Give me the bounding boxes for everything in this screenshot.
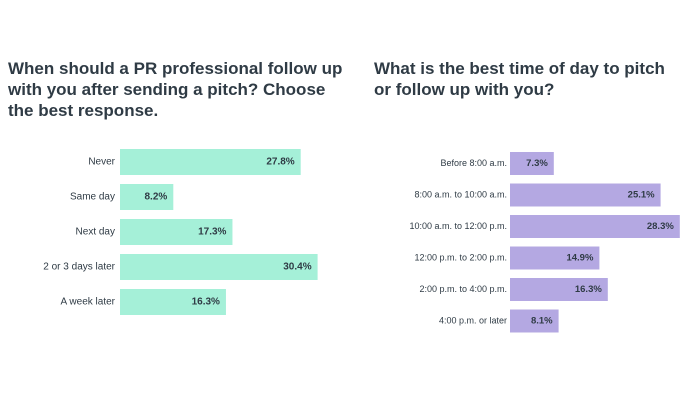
bar-never: [120, 149, 301, 175]
value-label-2-00-p-m-to-4-00-p-m: 16.3%: [575, 284, 602, 295]
value-label-a-week-later: 16.3%: [192, 297, 220, 308]
bar-4-00-p-m-or-later: [510, 309, 559, 333]
category-label-2-00-p-m-to-4-00-p-m: 2:00 p.m. to 4:00 p.m.: [419, 284, 507, 294]
value-label-never: 27.8%: [266, 157, 294, 168]
value-label-10-00-a-m-to-12-00-p-m: 28.3%: [647, 221, 674, 232]
value-label-8-00-a-m-to-10-00-a-m: 25.1%: [628, 190, 655, 201]
value-label-same-day: 8.2%: [145, 192, 168, 203]
value-label-4-00-p-m-or-later: 8.1%: [531, 316, 553, 327]
bar-next-day: [120, 219, 233, 245]
bar-10-00-a-m-to-12-00-p-m: [510, 215, 680, 238]
bar-before-8-00-a-m: [510, 152, 554, 175]
chart-panel-time-of-day: What is the best time of day to pitch or…: [350, 0, 700, 400]
category-label-next-day: Next day: [76, 227, 115, 238]
bar-8-00-a-m-to-10-00-a-m: [510, 183, 661, 207]
bar-chart-follow-up: Never 27.8% Same day 8.2% Next day 17.3% 2 or …: [43, 149, 318, 315]
category-label-before-8-00-a-m: Before 8:00 a.m.: [440, 158, 507, 168]
chart-title-time-of-day: What is the best time of day to pitch or…: [374, 59, 665, 99]
value-label-2-or-3-days-later: 30.4%: [283, 262, 311, 273]
chart-panel-follow-up: When should a PR professional follow up …: [8, 59, 343, 315]
category-label-8-00-a-m-to-10-00-a-m: 8:00 a.m. to 10:00 a.m.: [414, 189, 507, 199]
bar-2-00-p-m-to-4-00-p-m: [510, 278, 608, 301]
value-label-before-8-00-a-m: 7.3%: [526, 158, 548, 169]
category-label-2-or-3-days-later: 2 or 3 days later: [43, 262, 115, 273]
value-label-12-00-p-m-to-2-00-p-m: 14.9%: [566, 253, 593, 264]
value-label-next-day: 17.3%: [198, 227, 226, 238]
bar-12-00-p-m-to-2-00-p-m: [510, 246, 600, 270]
category-label-never: Never: [88, 157, 115, 168]
bar-a-week-later: [120, 289, 226, 315]
bar-same-day: [120, 184, 174, 210]
bar-chart-time-of-day: Before 8:00 a.m. 7.3% 8:00 a.m. to 10:00 a…: [409, 152, 680, 333]
bar-2-or-3-days-later: [120, 254, 318, 280]
category-label-a-week-later: A week later: [61, 297, 116, 308]
category-label-4-00-p-m-or-later: 4:00 p.m. or later: [439, 315, 507, 325]
chart-title-follow-up: When should a PR professional follow up …: [8, 59, 343, 120]
category-label-10-00-a-m-to-12-00-p-m: 10:00 a.m. to 12:00 p.m.: [409, 221, 507, 231]
category-label-12-00-p-m-to-2-00-p-m: 12:00 p.m. to 2:00 p.m.: [414, 252, 507, 262]
category-label-same-day: Same day: [70, 192, 115, 203]
